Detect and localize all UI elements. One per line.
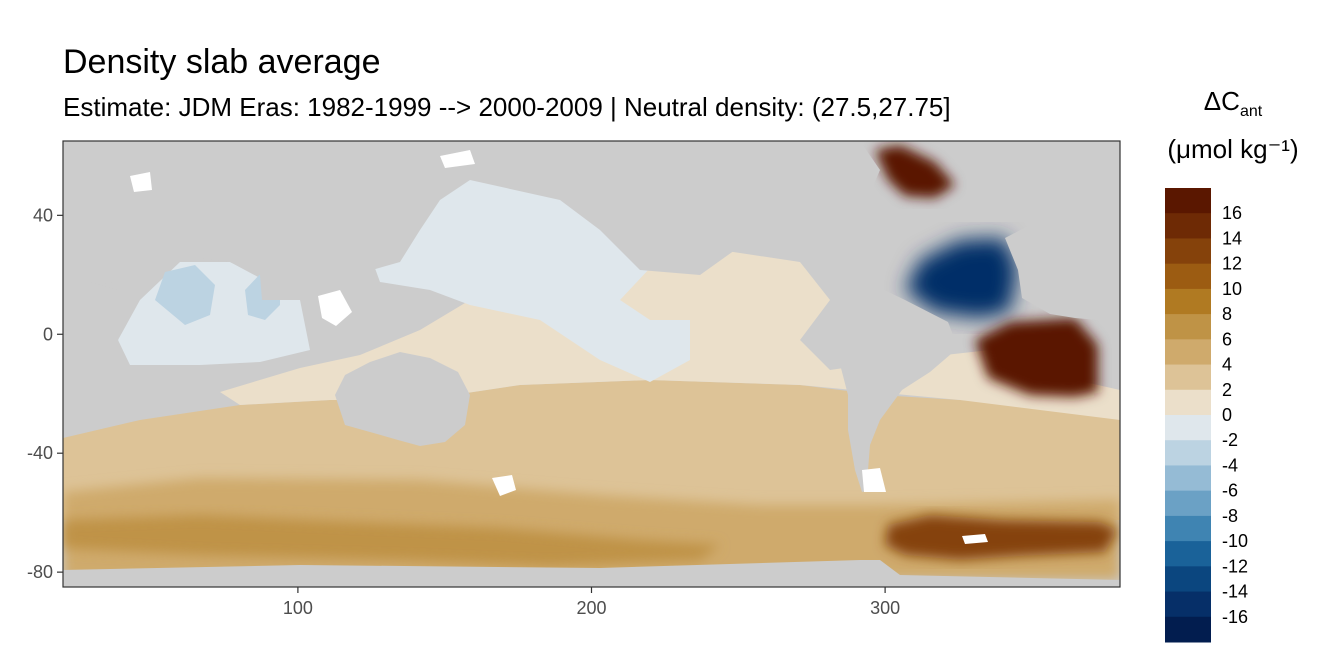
- y-tick-label: -80: [27, 562, 53, 582]
- legend-label: -6: [1222, 481, 1238, 501]
- legend-swatch: [1165, 440, 1211, 466]
- tropical-atlantic-region: [975, 318, 1098, 397]
- europe-africa-east-landmass: [1005, 141, 1120, 330]
- legend-label: -12: [1222, 556, 1248, 576]
- map-layer: [63, 141, 1120, 587]
- labrador-irminger-region: [875, 145, 955, 198]
- australia-landmass: [335, 352, 470, 446]
- africa-landmass: [63, 141, 125, 438]
- legend-swatch: [1165, 465, 1211, 492]
- nodata-patch: [492, 475, 516, 496]
- legend-swatch: [1165, 213, 1211, 239]
- legend-label: 14: [1222, 228, 1242, 248]
- legend-swatch: [1165, 591, 1211, 618]
- legend-label: 16: [1222, 203, 1242, 223]
- ross-sea-region: [63, 515, 720, 566]
- legend-swatch: [1165, 389, 1211, 416]
- legend-labels: 16 14 12 10 8 6 4 2 0 -2 -4 -6 -8 -10 -12 -14 -16: [1222, 203, 1248, 627]
- legend-label: -2: [1222, 430, 1238, 450]
- legend-label: 0: [1222, 405, 1232, 425]
- legend-swatch: [1165, 339, 1211, 366]
- legend-label: 4: [1222, 355, 1232, 375]
- y-tick-label: 0: [43, 324, 53, 344]
- legend-label: 10: [1222, 279, 1242, 299]
- legend-swatch: [1165, 566, 1211, 593]
- north-america-landmass: [720, 141, 880, 255]
- south-america-landmass: [826, 282, 958, 492]
- nodata-patch: [130, 172, 152, 192]
- asia-landmass: [63, 141, 860, 300]
- legend-label: 6: [1222, 329, 1232, 349]
- legend-label: -8: [1222, 506, 1238, 526]
- legend-swatch: [1165, 263, 1211, 290]
- chart-subtitle: Estimate: JDM Eras: 1982-1999 --> 2000-2…: [63, 92, 951, 122]
- x-tick-label: 300: [870, 598, 900, 618]
- antarctica-landmass: [63, 560, 1120, 587]
- y-tick-label: -40: [27, 443, 53, 463]
- legend-swatch: [1165, 490, 1211, 517]
- legend-label: -16: [1222, 607, 1248, 627]
- legend-colorbar: [1165, 188, 1211, 643]
- legend-label: 12: [1222, 254, 1242, 274]
- legend-swatch: [1165, 238, 1211, 265]
- weddell-sea-region: [885, 515, 1118, 560]
- legend-label: 8: [1222, 304, 1232, 324]
- nodata-patch: [862, 468, 886, 492]
- y-tick-label: 40: [33, 205, 53, 225]
- legend-swatch: [1165, 616, 1211, 643]
- legend-swatch: [1165, 541, 1211, 567]
- greenland-landmass: [945, 141, 1070, 180]
- legend-title: ΔCant: [1203, 86, 1263, 120]
- nodata-patch: [318, 290, 352, 326]
- legend-swatch: [1165, 515, 1211, 542]
- legend-label: -14: [1222, 582, 1248, 602]
- legend-label: -4: [1222, 455, 1238, 475]
- legend-label: 2: [1222, 380, 1232, 400]
- nodata-patch: [962, 534, 988, 544]
- x-tick-label: 200: [576, 598, 606, 618]
- chart-title: Density slab average: [63, 43, 381, 81]
- legend-label: -10: [1222, 531, 1248, 551]
- x-axis: 100 200 300: [283, 587, 900, 618]
- legend-swatch: [1165, 288, 1211, 315]
- legend-swatch: [1165, 364, 1211, 391]
- nodata-patch: [440, 150, 475, 168]
- legend-units: (μmol kg⁻¹): [1167, 134, 1299, 164]
- legend-swatch: [1165, 188, 1211, 214]
- legend-swatch: [1165, 415, 1211, 441]
- arabian-sea-region: [155, 265, 215, 325]
- x-tick-label: 100: [283, 598, 313, 618]
- north-atlantic-subtropical-region: [905, 238, 1018, 318]
- legend-swatch: [1165, 314, 1211, 340]
- y-axis: 40 0 -40 -80: [27, 205, 63, 582]
